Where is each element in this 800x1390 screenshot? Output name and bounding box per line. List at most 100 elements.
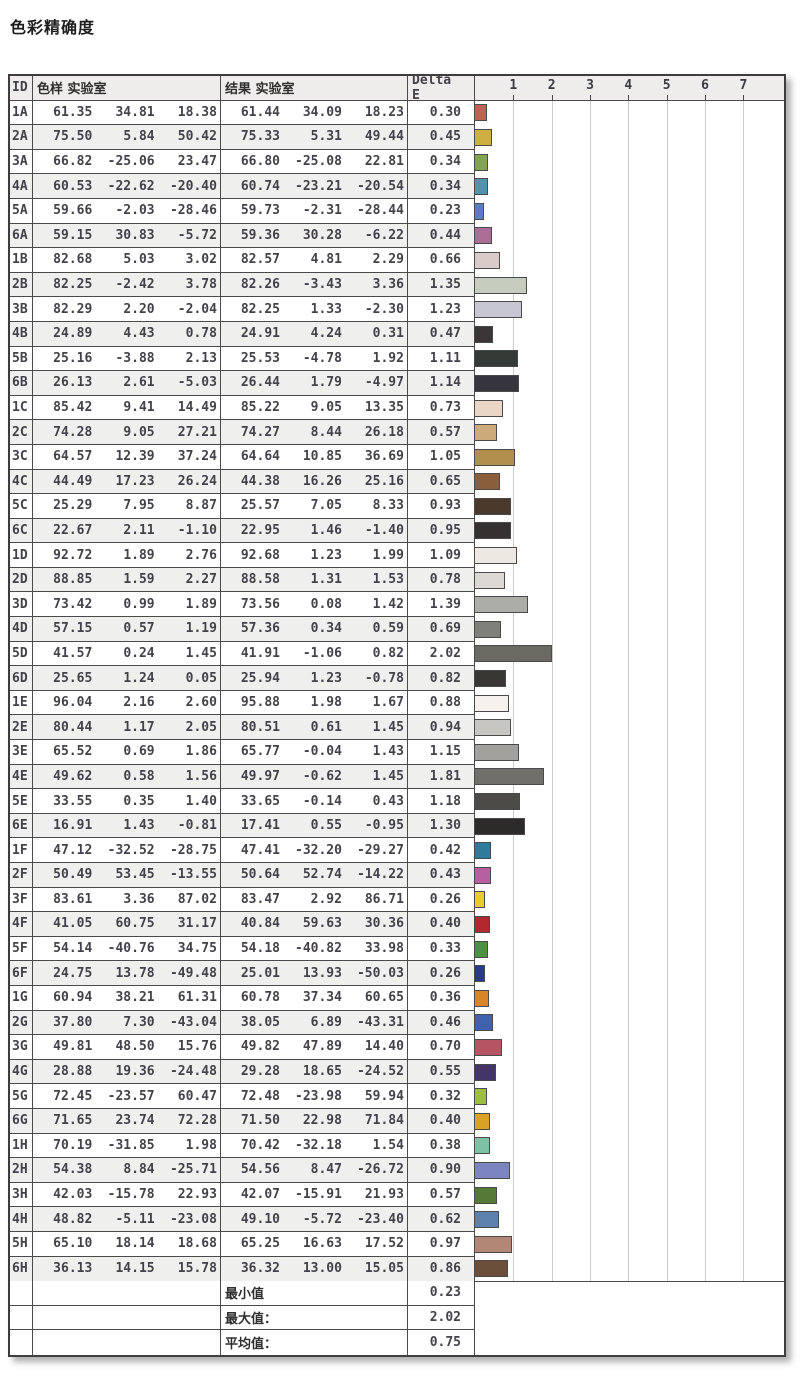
cell-result-lab: 49.97 -0.62 1.45 (221, 764, 408, 789)
cell-id: 1B (10, 248, 33, 272)
cell-id: 5D (10, 641, 33, 666)
cell-sample-lab: 71.65 23.74 72.28 (33, 1108, 221, 1133)
delta-bar-slot (475, 297, 784, 322)
delta-bar (475, 1038, 502, 1056)
delta-bar (475, 891, 485, 909)
cell-delta-e: 0.44 (429, 227, 461, 243)
delta-bar (475, 670, 507, 688)
cell-sample-lab: 66.82 -25.06 23.47 (33, 149, 221, 174)
cell-delta-e: 0.38 (429, 1137, 461, 1153)
table-row: 5H 65.10 18.14 18.68 65.25 16.63 17.52 0.97 (10, 1231, 475, 1257)
table-row: 6D 25.65 1.24 0.05 25.94 1.23 -0.78 0.82 (10, 666, 475, 691)
table-row: 4C 44.49 17.23 26.24 44.38 16.26 25.16 0.65 (10, 469, 475, 495)
delta-bar (475, 1014, 493, 1032)
delta-bar-slot (475, 396, 784, 421)
axis-tick-mark (705, 94, 707, 100)
cell-sample-lab: 28.88 19.36 -24.48 (33, 1059, 221, 1084)
table-row: 4F 41.05 60.75 31.17 40.84 59.63 30.36 0.40 (10, 912, 475, 937)
cell-sample-lab: 82.68 5.03 3.02 (33, 248, 221, 272)
cell-delta-e: 0.57 (429, 1187, 461, 1203)
table-row: 6E 16.91 1.43 -0.81 17.41 0.55 -0.95 1.30 (10, 813, 475, 839)
table-row: 6A 59.15 30.83 -5.72 59.36 30.28 -6.22 0.44 (10, 223, 475, 249)
summary-label: 最大值： (221, 1305, 408, 1330)
header-sample-lab: 色样 实验室 (33, 76, 221, 100)
delta-bar (475, 768, 545, 786)
cell-delta-e: 1.18 (429, 793, 461, 809)
table-row: 2F 50.49 53.45 -13.55 50.64 52.74 -14.22 0.4… (10, 863, 475, 888)
table-row: 2H 54.38 8.84 -25.71 54.56 8.47 -26.72 0.90 (10, 1158, 475, 1183)
cell-sample-lab: 65.10 18.14 18.68 (33, 1231, 221, 1256)
delta-bar-slot (475, 863, 784, 888)
table-row: 4G 28.88 19.36 -24.48 29.28 18.65 -24.52 0.5… (10, 1059, 475, 1085)
cell-delta-e: 0.34 (429, 178, 461, 194)
cell-delta-e: 1.81 (429, 768, 461, 784)
cell-id-empty (10, 1330, 33, 1355)
cell-id: 4E (10, 764, 33, 789)
delta-bar (475, 694, 509, 712)
cell-id: 4D (10, 617, 33, 641)
cell-sample-lab: 22.67 2.11 -1.10 (33, 518, 221, 543)
cell-id: 5G (10, 1084, 33, 1108)
cell-id: 4C (10, 469, 33, 494)
delta-bar-slot (475, 1035, 784, 1060)
table-row: 1C 85.42 9.41 14.49 85.22 9.05 13.35 0.73 (10, 395, 475, 421)
delta-bar-slot (475, 199, 784, 224)
axis-tick-mark (590, 94, 591, 100)
cell-sample-lab: 16.91 1.43 -0.81 (33, 813, 221, 838)
cell-id: 3C (10, 444, 33, 469)
cell-result-lab: 47.41 -32.20 -29.27 (221, 838, 408, 862)
cell-delta-e: 0.57 (429, 424, 461, 440)
table-row: 4E 49.62 0.58 1.56 49.97 -0.62 1.45 1.81 (10, 764, 475, 790)
delta-bar-slot (475, 666, 784, 691)
cell-sample-lab: 37.80 7.30 -43.04 (33, 1010, 221, 1035)
delta-bar (475, 227, 492, 245)
cell-sample-lab: 26.13 2.61 -5.03 (33, 371, 221, 395)
cell-sample-empty (33, 1330, 221, 1355)
cell-id: 1C (10, 395, 33, 420)
summary-row: 平均值： 0.75 (10, 1330, 475, 1355)
axis-tick-mark (666, 94, 668, 100)
delta-bar-slot (475, 125, 784, 150)
table-row: 5F 54.14 -40.76 34.75 54.18 -40.82 33.98 0.3… (10, 936, 475, 962)
cell-delta-e: 0.36 (429, 990, 461, 1006)
table-row: 6F 24.75 13.78 -49.48 25.01 13.93 -50.03 0.2… (10, 961, 475, 986)
delta-bar (475, 251, 501, 269)
delta-bar (475, 1112, 491, 1130)
cell-delta-e: 1.35 (429, 277, 461, 293)
cell-result-lab: 49.82 47.89 14.40 (221, 1035, 408, 1059)
cell-sample-lab: 74.28 9.05 27.21 (33, 420, 221, 444)
cell-sample-lab: 48.82 -5.11 -23.08 (33, 1207, 221, 1231)
cell-delta-e: 0.73 (429, 400, 461, 416)
table-row: 3F 83.61 3.36 87.02 83.47 2.92 86.71 0.26 (10, 887, 475, 913)
cell-id-empty (10, 1281, 33, 1305)
header-id: ID (10, 76, 33, 100)
delta-bar-slot (475, 912, 784, 937)
axis-tick-mark (743, 94, 745, 100)
summary-row: 最小值 0.23 (10, 1281, 475, 1306)
axis-tick-label: 4 (624, 78, 633, 93)
delta-bar (475, 940, 488, 958)
cell-delta-e: 1.30 (429, 818, 461, 834)
table-row: 3G 49.81 48.50 15.76 49.82 47.89 14.40 0.70 (10, 1035, 475, 1060)
table-row: 2G 37.80 7.30 -43.04 38.05 6.89 -43.31 0.46 (10, 1010, 475, 1036)
delta-bar (475, 719, 512, 737)
cell-delta-e: 0.70 (429, 1039, 461, 1055)
table-row: 6H 36.13 14.15 15.78 36.32 13.00 15.05 0.86 (10, 1256, 475, 1282)
cell-id: 6C (10, 518, 33, 543)
cell-sample-lab: 44.49 17.23 26.24 (33, 469, 221, 494)
cell-result-lab: 33.65 -0.14 0.43 (221, 789, 408, 813)
delta-bar (475, 1235, 513, 1253)
cell-sample-lab: 36.13 14.15 15.78 (33, 1256, 221, 1282)
delta-bar-slot (475, 961, 784, 986)
delta-bar-slot (475, 371, 784, 396)
table-body: 1A 61.35 34.81 18.38 61.44 34.09 18.23 0.30 … (10, 100, 475, 1282)
delta-bar (475, 743, 520, 761)
cell-delta-e: 1.14 (429, 375, 461, 391)
chart-gridline (513, 100, 515, 1282)
delta-bar-slot (475, 838, 784, 863)
cell-delta-e: 1.09 (429, 547, 461, 563)
cell-id: 2H (10, 1158, 33, 1182)
cell-sample-lab: 92.72 1.89 2.76 (33, 543, 221, 567)
cell-delta-e: 0.97 (429, 1236, 461, 1252)
cell-result-lab: 72.48 -23.98 59.94 (221, 1084, 408, 1108)
